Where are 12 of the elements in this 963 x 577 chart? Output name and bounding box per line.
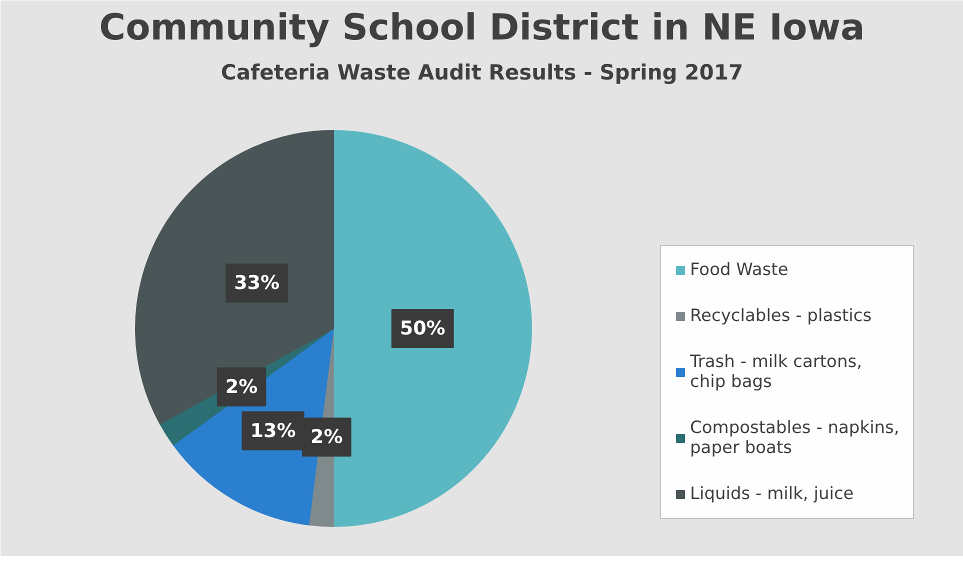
data-label: 2%	[225, 376, 258, 398]
legend-label: Compostables - napkins, paper boats	[690, 418, 900, 458]
chart-title: Community School District in NE Iowa	[99, 8, 865, 48]
legend-label: Food Waste	[690, 260, 788, 280]
data-label: 33%	[234, 272, 280, 294]
legend-label: Liquids - milk, juice	[690, 484, 854, 504]
chart-subtitle: Cafeteria Waste Audit Results - Spring 2017	[220, 60, 744, 84]
data-label: 2%	[310, 426, 343, 448]
legend-label: Trash - milk cartons, chip bags	[690, 352, 862, 392]
data-label: 50%	[400, 318, 446, 340]
legend-label: Recyclables - plastics	[690, 306, 872, 326]
data-label: 13%	[250, 420, 296, 442]
